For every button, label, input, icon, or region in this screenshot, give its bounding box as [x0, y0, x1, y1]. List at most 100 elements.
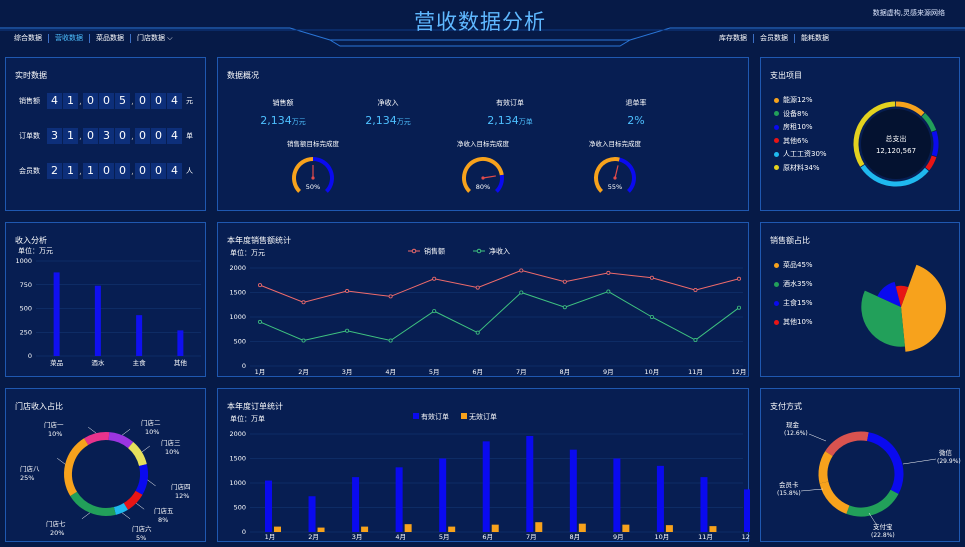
- realtime-row: 销售额 4 1, 0 0 5, 0 0 4 元: [19, 93, 193, 109]
- slice-percent: 10%: [165, 448, 179, 456]
- y-tick-label: 1000: [229, 313, 246, 321]
- nav-tab-overall[interactable]: 综合数据: [8, 34, 49, 43]
- digit-box: 4: [167, 163, 182, 179]
- data-point: [693, 288, 698, 293]
- x-tick-label: 6月: [472, 368, 483, 376]
- callout-line: [902, 458, 937, 465]
- data-point: [432, 309, 437, 314]
- digit-box: 0: [83, 93, 98, 109]
- legend-label: 净收入: [489, 247, 510, 256]
- gauge-fill: [594, 157, 620, 193]
- slice-percent: 10%: [145, 428, 159, 436]
- slice-percent: (15.8%): [777, 490, 801, 497]
- callout-line: [121, 428, 131, 436]
- legend-swatch: [774, 97, 779, 103]
- bar: [136, 315, 143, 356]
- donut-slice: [123, 490, 143, 510]
- bar-invalid: [491, 524, 499, 532]
- legend-swatch: [461, 413, 467, 419]
- legend-label: 销售额: [424, 247, 445, 256]
- data-point: [519, 268, 524, 273]
- y-tick-label: 500: [20, 305, 32, 313]
- sales-title: 本年度销售额统计: [227, 236, 291, 245]
- digit-box: 0: [135, 128, 150, 144]
- donut-slice: [108, 432, 134, 449]
- data-point: [475, 330, 480, 335]
- legend-swatch: [774, 124, 779, 130]
- kpi-unit: 万单: [518, 118, 533, 126]
- data-point: [737, 305, 742, 310]
- y-tick-label: 250: [20, 328, 32, 336]
- data-point: [301, 338, 306, 343]
- share-rose-chart: [861, 264, 946, 352]
- header: 营收数据分析 数据虚构,灵感来源网络 综合数据 营收数据 菜品数据 门店数据 ⌵…: [0, 0, 965, 50]
- legend-label: 其他6%: [783, 136, 809, 145]
- gauge-pivot: [613, 176, 617, 180]
- data-point: [432, 276, 437, 281]
- legend-label: 原材料34%: [783, 163, 820, 172]
- gauge: 销售额目标完成度 50%: [263, 136, 363, 206]
- data-point: [737, 276, 742, 281]
- digit-box: 4: [167, 93, 182, 109]
- bar-invalid: [274, 526, 281, 532]
- gauge-label: 净收入目标完成度: [457, 140, 509, 148]
- gauge-svg: 55%: [594, 157, 636, 193]
- kpi-unit: 万元: [291, 118, 306, 126]
- legend-item: 菜品45%: [774, 256, 813, 275]
- legend-swatch: [774, 111, 779, 116]
- callout-line: [800, 488, 824, 492]
- gauge-svg: 50%: [292, 157, 334, 193]
- realtime-row-unit: 单: [186, 132, 193, 140]
- gauge-track: [312, 157, 334, 193]
- legend-label: 菜品45%: [783, 261, 813, 269]
- x-tick-label: 其他: [174, 358, 188, 367]
- slice-label: 门店一: [44, 420, 64, 429]
- donut-slice: [64, 438, 89, 496]
- data-point: [345, 328, 350, 333]
- y-tick-label: 750: [20, 281, 32, 289]
- donut-slice: [127, 442, 147, 467]
- y-tick-label: 0: [242, 362, 246, 370]
- digit-box: 1: [63, 93, 78, 109]
- digit-box: 0: [99, 93, 114, 109]
- expense-panel: 支出项目 能源12% 设备8% 房租10% 其他6% 人工工资30% 原材料34% 总支出…: [760, 57, 960, 211]
- sales-chart: 单位：万元 销售额 净收入 0 500 1000 1500 2000 1月 2月 3月 4月 5月 6月 7…: [229, 247, 746, 377]
- nav-tab-revenue[interactable]: 营收数据: [49, 34, 90, 43]
- y-tick-label: 1500: [229, 455, 246, 463]
- y-tick-label: 2000: [229, 264, 246, 272]
- nav-left: 综合数据 营收数据 菜品数据 门店数据 ⌵: [8, 34, 179, 43]
- series-line: [259, 269, 740, 303]
- y-tick-label: 500: [234, 338, 246, 346]
- nav-tab-dishes[interactable]: 菜品数据: [90, 34, 131, 43]
- gauge-value: 50%: [306, 183, 320, 191]
- x-tick-label: 8月: [569, 533, 580, 541]
- x-tick-label: 10月: [655, 533, 670, 541]
- income-title: 收入分析: [15, 236, 47, 245]
- legend-item: 原材料34%: [774, 162, 827, 176]
- x-tick-label: 4月: [385, 368, 396, 376]
- nav-tab-stores[interactable]: 门店数据 ⌵: [131, 34, 179, 43]
- donut-slice: [135, 464, 148, 495]
- donut-slice: [921, 113, 937, 132]
- y-tick-label: 2000: [229, 430, 246, 438]
- realtime-row-label: 订单数: [19, 132, 40, 140]
- gauge-pivot: [481, 176, 485, 180]
- x-tick-label: 9月: [603, 368, 614, 376]
- digit-box: 0: [99, 163, 114, 179]
- chart-unit: 单位：万单: [230, 414, 265, 423]
- rose-slice: [877, 281, 901, 307]
- y-tick-label: 500: [234, 504, 246, 512]
- slice-percent: 25%: [20, 474, 34, 482]
- realtime-row-unit: 元: [186, 97, 193, 105]
- nav-tab-inventory[interactable]: 库存数据: [713, 34, 754, 43]
- x-tick-label: 8月: [559, 368, 570, 376]
- nav-tab-energy[interactable]: 能耗数据: [801, 34, 829, 42]
- donut-slice: [860, 164, 929, 187]
- bar-invalid: [622, 524, 630, 532]
- rose-slice: [895, 285, 909, 307]
- digit-box: 0: [135, 163, 150, 179]
- data-point: [388, 338, 393, 343]
- nav-tab-members[interactable]: 会员数据: [754, 34, 795, 43]
- kpi-item: 有效订单 2,134万单: [470, 98, 550, 127]
- data-point: [301, 300, 306, 305]
